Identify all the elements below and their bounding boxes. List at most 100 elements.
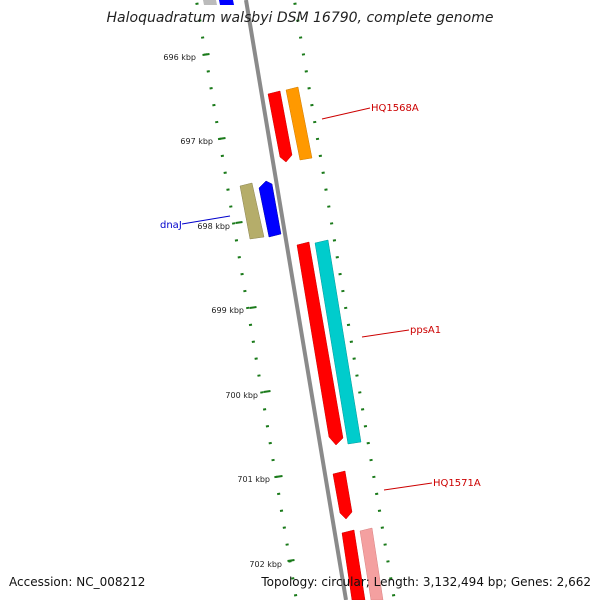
gene-hq1571a-red bbox=[332, 470, 353, 520]
outer-tick bbox=[360, 408, 365, 411]
inner-tick bbox=[282, 526, 286, 529]
gene-top-blue bbox=[219, 0, 234, 5]
outer-tick bbox=[318, 154, 323, 158]
outer-tick bbox=[383, 543, 387, 546]
tick-label-698: 698 kbp bbox=[197, 222, 230, 231]
tick-label-702: 702 kbp bbox=[249, 560, 282, 569]
inner-tick bbox=[231, 222, 236, 225]
outer-tick bbox=[380, 526, 384, 529]
inner-tick bbox=[262, 408, 267, 411]
inner-tick bbox=[265, 425, 270, 428]
tick-label-699: 699 kbp bbox=[211, 306, 244, 315]
inner-tick bbox=[234, 239, 239, 242]
outer-tick bbox=[369, 458, 373, 462]
inner-tick-marks bbox=[195, 2, 298, 597]
inner-tick bbox=[220, 154, 225, 158]
major-tick bbox=[287, 559, 295, 562]
outer-tick bbox=[363, 425, 368, 428]
inner-tick bbox=[206, 70, 210, 73]
inner-tick bbox=[209, 87, 213, 90]
inner-tick bbox=[291, 577, 295, 580]
outer-tick bbox=[310, 103, 314, 107]
major-tick bbox=[249, 306, 257, 309]
gene-dnaj-blue bbox=[258, 180, 282, 238]
inner-tick bbox=[240, 272, 244, 276]
inner-tick bbox=[277, 492, 281, 496]
inner-tick bbox=[285, 543, 289, 546]
outer-tick bbox=[296, 19, 300, 22]
label-hq1568a: HQ1568A bbox=[371, 103, 419, 114]
inner-tick bbox=[279, 509, 284, 512]
outer-tick-marks bbox=[293, 2, 396, 597]
gene-khaki bbox=[239, 182, 265, 240]
leader-dnaj bbox=[181, 215, 231, 225]
inner-tick bbox=[198, 19, 202, 22]
inner-tick bbox=[212, 103, 216, 107]
outer-tick bbox=[324, 188, 328, 191]
outer-tick bbox=[332, 239, 337, 242]
genome-title: Haloquadratum walsbyi DSM 16790, complet… bbox=[106, 10, 494, 26]
outer-tick bbox=[315, 137, 320, 141]
major-tick bbox=[218, 137, 226, 140]
outer-tick bbox=[377, 509, 382, 512]
outer-tick bbox=[375, 492, 379, 496]
inner-tick bbox=[223, 171, 227, 174]
topology-text: Topology: circular; Length: 3,132,494 bp… bbox=[261, 575, 591, 589]
label-hq1571a: HQ1571A bbox=[433, 478, 481, 489]
gene-bottom-red bbox=[341, 529, 366, 600]
label-dnaj: dnaJ bbox=[160, 220, 182, 231]
gene-red-hq1568a-area bbox=[267, 90, 293, 163]
major-tick bbox=[202, 53, 210, 56]
inner-tick bbox=[254, 357, 258, 360]
gene-red-large bbox=[296, 241, 344, 446]
inner-tick bbox=[246, 306, 250, 310]
inner-tick bbox=[195, 2, 199, 5]
inner-tick bbox=[251, 340, 255, 343]
outer-tick bbox=[355, 374, 359, 377]
outer-tick bbox=[349, 340, 353, 343]
tick-label-700: 700 kbp bbox=[225, 391, 258, 400]
outer-tick bbox=[307, 87, 311, 90]
outer-tick bbox=[293, 2, 297, 5]
outer-tick bbox=[386, 560, 390, 563]
outer-tick bbox=[327, 205, 331, 208]
outer-tick bbox=[346, 323, 351, 327]
accession-text: Accession: NC_008212 bbox=[9, 575, 146, 589]
outer-tick bbox=[313, 120, 317, 124]
inner-tick bbox=[237, 256, 241, 259]
tick-label-701: 701 kbp bbox=[237, 475, 270, 484]
major-tick-marks bbox=[202, 53, 295, 562]
outer-tick bbox=[352, 357, 356, 360]
inner-tick bbox=[200, 36, 205, 39]
genome-backbone bbox=[244, 0, 348, 600]
leader-hq1571a bbox=[383, 482, 433, 491]
outer-tick bbox=[301, 53, 306, 56]
inner-tick bbox=[215, 120, 219, 124]
outer-tick bbox=[344, 306, 348, 310]
major-tick bbox=[275, 475, 283, 478]
outer-tick bbox=[366, 441, 370, 445]
outer-tick bbox=[321, 171, 325, 174]
gene-top-gray bbox=[203, 0, 217, 5]
major-tick bbox=[235, 221, 243, 224]
outer-tick bbox=[391, 594, 396, 597]
major-tick bbox=[263, 390, 271, 393]
leader-ppsa1 bbox=[361, 329, 410, 338]
outer-tick bbox=[335, 256, 339, 259]
outer-tick bbox=[298, 36, 303, 39]
gene-ppsa1-cyan bbox=[314, 239, 362, 445]
inner-tick bbox=[260, 391, 264, 394]
inner-tick bbox=[226, 188, 230, 191]
inner-tick bbox=[243, 289, 247, 293]
inner-tick bbox=[271, 458, 275, 462]
inner-tick bbox=[248, 323, 253, 327]
inner-tick bbox=[293, 594, 298, 597]
tick-label-696: 696 kbp bbox=[163, 53, 196, 62]
outer-tick bbox=[358, 391, 362, 394]
inner-tick bbox=[268, 441, 272, 445]
outer-tick bbox=[304, 70, 308, 73]
label-ppsa1: ppsA1 bbox=[410, 325, 441, 336]
gene-hq1568a-orange bbox=[285, 86, 313, 161]
outer-tick bbox=[329, 222, 334, 225]
